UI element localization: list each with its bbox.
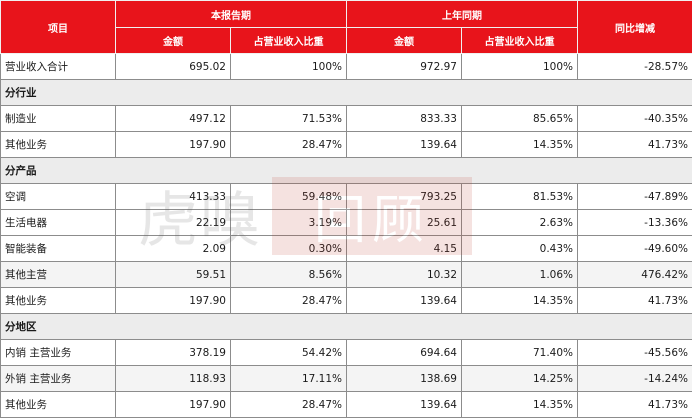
prev-ratio: 14.25%: [461, 365, 578, 392]
cur-amount: 197.90: [115, 287, 231, 314]
yoy-change: 41.73%: [577, 131, 692, 158]
section-row-region: 分地区: [0, 313, 692, 340]
table-row: 外销 主营业务 118.93 17.11% 138.69 14.25% -14.…: [0, 365, 692, 392]
cur-ratio: 0.30%: [230, 235, 347, 262]
header-current-period: 本报告期: [115, 0, 347, 28]
row-label: 其他业务: [0, 131, 116, 158]
header-cur-amount: 金额: [115, 27, 231, 54]
cur-ratio: 3.19%: [230, 209, 347, 236]
cur-amount: 413.33: [115, 183, 231, 210]
row-label: 内销 主营业务: [0, 339, 116, 366]
cur-amount: 197.90: [115, 131, 231, 158]
table-row: 生活电器 22.19 3.19% 25.61 2.63% -13.36%: [0, 209, 692, 236]
cur-amount: 378.19: [115, 339, 231, 366]
prev-ratio: 100%: [461, 53, 578, 80]
table-row: 智能装备 2.09 0.30% 4.15 0.43% -49.60%: [0, 235, 692, 262]
cur-amount: 197.90: [115, 391, 231, 418]
table-row: 其他业务 197.90 28.47% 139.64 14.35% 41.73%: [0, 287, 692, 314]
row-label: 营业收入合计: [0, 53, 116, 80]
yoy-change: -47.89%: [577, 183, 692, 210]
cur-ratio: 28.47%: [230, 131, 347, 158]
yoy-change: 476.42%: [577, 261, 692, 288]
yoy-change: -13.36%: [577, 209, 692, 236]
cur-amount: 497.12: [115, 105, 231, 132]
header-cur-ratio: 占营业收入比重: [230, 27, 347, 54]
row-label: 生活电器: [0, 209, 116, 236]
yoy-change: -49.60%: [577, 235, 692, 262]
yoy-change: -45.56%: [577, 339, 692, 366]
cur-ratio: 17.11%: [230, 365, 347, 392]
row-label: 其他业务: [0, 391, 116, 418]
cur-amount: 59.51: [115, 261, 231, 288]
yoy-change: -40.35%: [577, 105, 692, 132]
header-prev-ratio: 占营业收入比重: [461, 27, 578, 54]
row-label: 制造业: [0, 105, 116, 132]
yoy-change: 41.73%: [577, 287, 692, 314]
prev-ratio: 85.65%: [461, 105, 578, 132]
cur-ratio: 28.47%: [230, 391, 347, 418]
prev-ratio: 1.06%: [461, 261, 578, 288]
row-label: 其他主营: [0, 261, 116, 288]
cur-amount: 22.19: [115, 209, 231, 236]
prev-amount: 694.64: [346, 339, 462, 366]
header-last-year: 上年同期: [346, 0, 578, 28]
prev-amount: 138.69: [346, 365, 462, 392]
cur-amount: 695.02: [115, 53, 231, 80]
prev-amount: 972.97: [346, 53, 462, 80]
row-label: 智能装备: [0, 235, 116, 262]
row-label: 其他业务: [0, 287, 116, 314]
table-row: 制造业 497.12 71.53% 833.33 85.65% -40.35%: [0, 105, 692, 132]
table-row-total: 营业收入合计 695.02 100% 972.97 100% -28.57%: [0, 53, 692, 80]
cur-amount: 118.93: [115, 365, 231, 392]
yoy-change: 41.73%: [577, 391, 692, 418]
prev-amount: 10.32: [346, 261, 462, 288]
prev-amount: 4.15: [346, 235, 462, 262]
cur-ratio: 8.56%: [230, 261, 347, 288]
prev-ratio: 14.35%: [461, 391, 578, 418]
table-row: 空调 413.33 59.48% 793.25 81.53% -47.89%: [0, 183, 692, 210]
prev-amount: 139.64: [346, 131, 462, 158]
prev-amount: 139.64: [346, 391, 462, 418]
yoy-change: -28.57%: [577, 53, 692, 80]
table-row: 其他业务 197.90 28.47% 139.64 14.35% 41.73%: [0, 391, 692, 418]
prev-ratio: 0.43%: [461, 235, 578, 262]
table-row: 内销 主营业务 378.19 54.42% 694.64 71.40% -45.…: [0, 339, 692, 366]
prev-amount: 793.25: [346, 183, 462, 210]
section-row-industry: 分行业: [0, 79, 692, 106]
prev-ratio: 71.40%: [461, 339, 578, 366]
prev-amount: 833.33: [346, 105, 462, 132]
section-row-product: 分产品: [0, 157, 692, 184]
cur-ratio: 28.47%: [230, 287, 347, 314]
prev-ratio: 14.35%: [461, 131, 578, 158]
section-title: 分行业: [0, 79, 692, 106]
row-label: 空调: [0, 183, 116, 210]
cur-amount: 2.09: [115, 235, 231, 262]
header-yoy: 同比增减: [577, 0, 692, 54]
yoy-change: -14.24%: [577, 365, 692, 392]
prev-ratio: 14.35%: [461, 287, 578, 314]
cur-ratio: 71.53%: [230, 105, 347, 132]
prev-amount: 25.61: [346, 209, 462, 236]
cur-ratio: 59.48%: [230, 183, 347, 210]
cur-ratio: 100%: [230, 53, 347, 80]
table-row: 其他主营 59.51 8.56% 10.32 1.06% 476.42%: [0, 261, 692, 288]
prev-amount: 139.64: [346, 287, 462, 314]
section-title: 分产品: [0, 157, 692, 184]
prev-ratio: 81.53%: [461, 183, 578, 210]
cur-ratio: 54.42%: [230, 339, 347, 366]
table-row: 其他业务 197.90 28.47% 139.64 14.35% 41.73%: [0, 131, 692, 158]
header-item: 项目: [0, 0, 116, 54]
section-title: 分地区: [0, 313, 692, 340]
row-label: 外销 主营业务: [0, 365, 116, 392]
header-prev-amount: 金额: [346, 27, 462, 54]
prev-ratio: 2.63%: [461, 209, 578, 236]
